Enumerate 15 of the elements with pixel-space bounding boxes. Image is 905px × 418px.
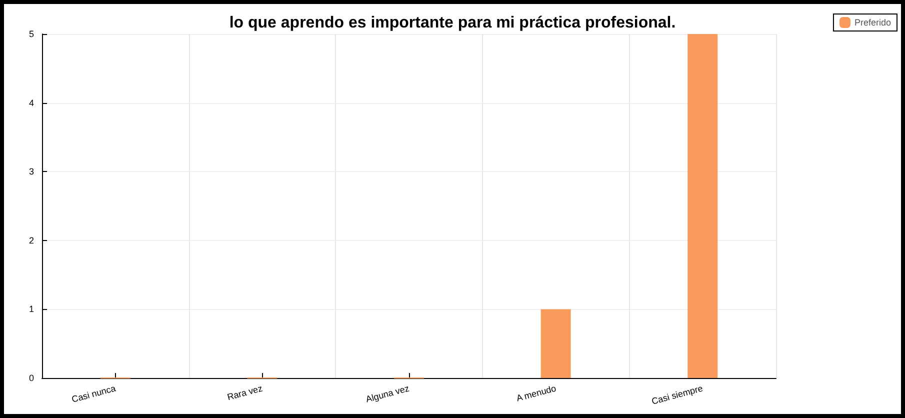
x-tick-label: A menudo (515, 383, 558, 404)
y-tick-label: 4 (28, 98, 34, 108)
y-tick-label: 2 (28, 235, 34, 246)
x-tick-label: Alguna vez (364, 383, 411, 404)
chart-title: lo que aprendo es importante para mi práctica profesional. (229, 14, 676, 32)
x-tick-label: Casi nunca (70, 383, 117, 404)
bar (540, 309, 571, 378)
y-tick-label: 0 (28, 373, 34, 383)
y-tick-label: 5 (28, 29, 34, 39)
y-tick-label: 1 (28, 304, 34, 314)
x-tick-label: Rara vez (226, 383, 264, 402)
x-tick-label: Casi siempre (650, 383, 704, 406)
bar (688, 34, 718, 378)
y-tick-label: 3 (28, 166, 34, 177)
legend-label: Preferido (854, 18, 892, 28)
